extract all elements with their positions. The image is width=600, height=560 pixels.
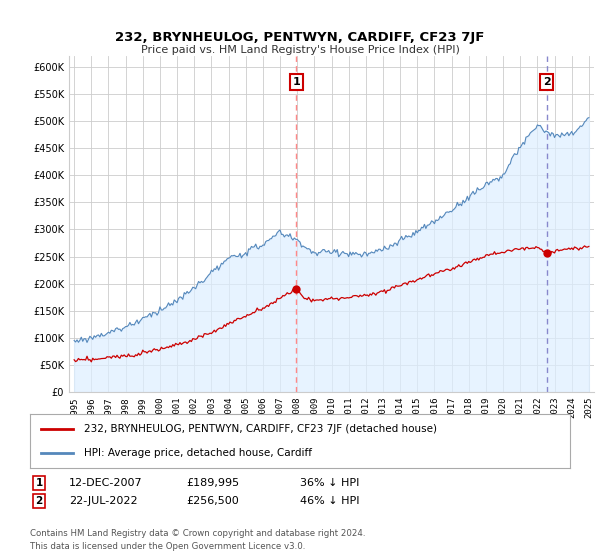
Text: HPI: Average price, detached house, Cardiff: HPI: Average price, detached house, Card… <box>84 447 312 458</box>
Text: 1: 1 <box>292 77 300 87</box>
Text: Contains HM Land Registry data © Crown copyright and database right 2024.
This d: Contains HM Land Registry data © Crown c… <box>30 529 365 550</box>
Text: 36% ↓ HPI: 36% ↓ HPI <box>300 478 359 488</box>
Text: £256,500: £256,500 <box>186 496 239 506</box>
Text: 22-JUL-2022: 22-JUL-2022 <box>69 496 137 506</box>
Text: 2: 2 <box>543 77 551 87</box>
Text: 46% ↓ HPI: 46% ↓ HPI <box>300 496 359 506</box>
Text: £189,995: £189,995 <box>186 478 239 488</box>
Text: 232, BRYNHEULOG, PENTWYN, CARDIFF, CF23 7JF (detached house): 232, BRYNHEULOG, PENTWYN, CARDIFF, CF23 … <box>84 424 437 435</box>
Text: 232, BRYNHEULOG, PENTWYN, CARDIFF, CF23 7JF: 232, BRYNHEULOG, PENTWYN, CARDIFF, CF23 … <box>115 31 485 44</box>
Text: Price paid vs. HM Land Registry's House Price Index (HPI): Price paid vs. HM Land Registry's House … <box>140 45 460 55</box>
Text: 1: 1 <box>35 478 43 488</box>
Text: 12-DEC-2007: 12-DEC-2007 <box>69 478 143 488</box>
Text: 2: 2 <box>35 496 43 506</box>
